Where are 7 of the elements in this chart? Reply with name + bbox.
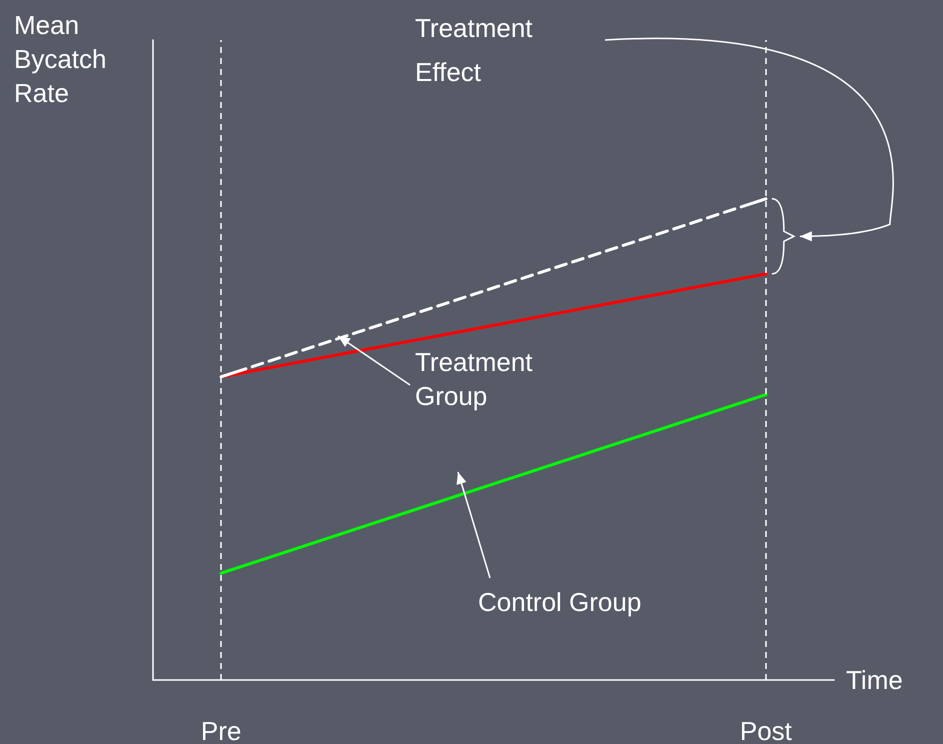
- y-axis-title: Mean Bycatch Rate: [14, 10, 106, 108]
- text: Treatment Effect: [415, 13, 534, 87]
- text: Control Group: [478, 587, 642, 617]
- series-label: Treatment Group: [415, 347, 534, 411]
- x-tick-label: Post: [740, 716, 793, 744]
- x-tick-label: Pre: [200, 716, 242, 744]
- x-axis-title: Time: [846, 665, 903, 695]
